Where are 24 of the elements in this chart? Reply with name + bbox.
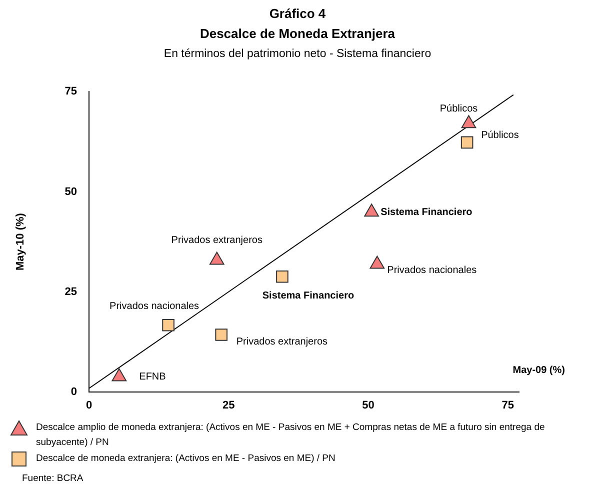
x-tick-label: 75	[502, 400, 514, 412]
x-tick-label: 0	[86, 400, 92, 412]
annotation: Privados nacionales	[387, 264, 477, 276]
annotation: Privados nacionales	[110, 300, 200, 312]
chart-title: Gráfico 4 Descalce de Moneda Extranjera	[198, 5, 396, 43]
annotation: Sistema Financiero	[262, 290, 354, 302]
x-axis-title: May-09 (%)	[512, 364, 565, 376]
y-tick-label: 75	[64, 86, 77, 98]
x-tick-label: 25	[222, 400, 235, 412]
y-tick-label: 50	[64, 186, 77, 198]
y-axis-title: May-10 (%)	[14, 212, 27, 271]
legend-label: Descalce de moneda extranjera: (Activos en ME - Pasivos en ME) / PN	[36, 452, 336, 466]
annotation: EFNB	[139, 372, 166, 383]
annotation: Públicos	[481, 130, 519, 142]
y-tick-label: 0	[70, 386, 77, 398]
y-tick-label: 25	[64, 286, 77, 298]
annotation: Sistema Financiero	[380, 206, 472, 218]
annotation: Privados extranjeros	[236, 336, 328, 348]
annotation: Privados extranjeros	[171, 234, 262, 246]
chart-subtitle: En términos del patrimonio neto - Sistema financiero	[162, 47, 432, 62]
annotation: Públicos	[440, 103, 478, 114]
source-note: Fuente: BCRA	[22, 472, 84, 486]
legend-label: Descalce amplio de moneda extranjera: (Activos en ME - Pasivos en ME + Compras netas de ME a futuro sin entrega de subyacente) / PN	[36, 421, 546, 450]
x-tick-label: 50	[362, 400, 374, 412]
